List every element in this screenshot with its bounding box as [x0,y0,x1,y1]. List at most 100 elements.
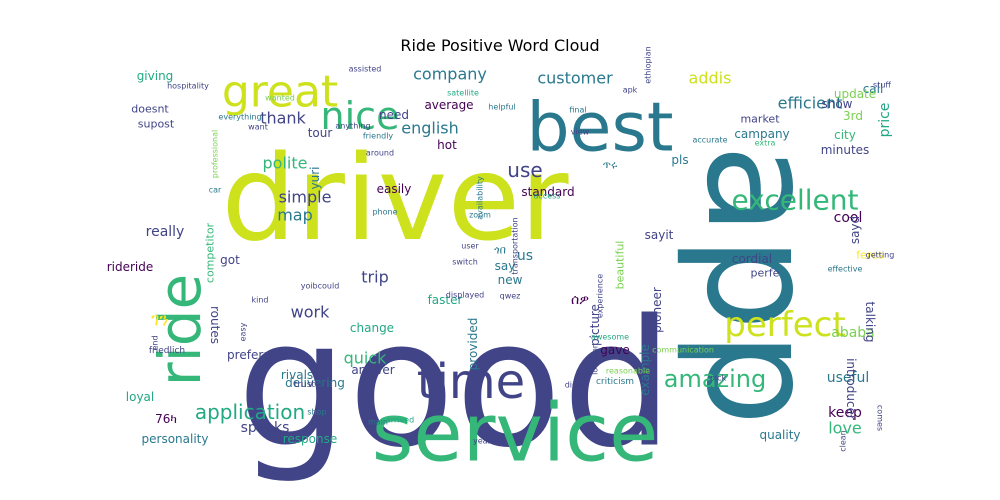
cloud-word: access [534,192,561,201]
cloud-word: assisted [349,65,382,74]
cloud-word: user [461,242,479,251]
cloud-word: didnt [565,381,586,390]
cloud-word: hospitality [167,82,209,91]
cloud-word: perfect [724,305,845,345]
cloud-word: speaks [241,420,290,436]
cloud-word: market [740,113,780,126]
cloud-word: easy [239,322,248,341]
cloud-word: time [417,354,525,410]
cloud-word: preferable [227,348,289,362]
cloud-word: around [366,149,394,158]
cloud-word: app [673,144,847,426]
cloud-word: communication [652,346,714,355]
cloud-word: kind [251,296,268,305]
cloud-word: cool [834,210,863,226]
cloud-word: zoom [469,211,491,220]
cloud-word: gave [600,343,629,357]
cloud-word: arrived [386,416,414,425]
cloud-word: main [368,418,388,427]
cloud-word: car [209,186,222,195]
cloud-word: talking [863,302,877,343]
cloud-word: anything [335,122,370,131]
cloud-word: shop [307,408,326,417]
cloud-word: clean [839,430,848,452]
cloud-word: excellent [732,184,859,217]
cloud-word: provided [466,318,480,371]
cloud-word: awesome [591,333,629,342]
cloud-word: giving [137,69,174,83]
cloud-word: keep [828,405,862,421]
cloud-word: good [237,284,673,487]
cloud-word: reasonable [606,367,650,376]
cloud-word: ጥሩ [603,159,618,172]
cloud-word: faster [428,293,463,307]
cloud-word: want [248,123,268,132]
cloud-word: average [424,98,473,112]
cloud-word: accurate [692,136,727,145]
cloud-word: ride [146,274,214,386]
cloud-word: qwez [500,292,521,301]
cloud-word: quality [759,428,800,442]
cloud-word: experience [596,274,605,318]
cloud-word: customer [537,69,613,88]
cloud-word: pls [671,153,688,167]
cloud-word: friedlich [149,346,185,356]
chart-title: Ride Positive Word Cloud [400,36,600,55]
cloud-word: cordial [732,252,772,266]
cloud-word: transportation [511,217,520,274]
cloud-word: sayit [645,228,674,242]
cloud-word: change [350,321,394,335]
cloud-word: doesnt [131,103,169,116]
cloud-word: simple [279,188,332,207]
cloud-word: satellite [447,89,479,98]
cloud-word: response [283,432,338,446]
cloud-word: stuff [873,81,891,90]
cloud-word: company [413,65,487,84]
cloud-word: picture [588,304,602,346]
cloud-word: amazing [664,365,767,393]
cloud-word: easily [377,182,412,196]
cloud-word: city [834,128,856,142]
cloud-word: introducer [844,358,858,420]
cloud-word: trusted [294,380,326,390]
cloud-word: professional [211,130,220,178]
cloud-word: friendly [363,132,394,141]
cloud-word: final [569,106,586,115]
cloud-word: delivering [285,376,345,390]
cloud-word: really [146,224,185,240]
cloud-word: call [863,82,884,96]
cloud-word: answer [351,363,394,377]
cloud-word: polite [263,154,308,173]
cloud-word: ababa [831,325,875,341]
cloud-word: price [877,103,893,138]
cloud-word: years [473,437,495,446]
cloud-word: quick [344,349,388,368]
cloud-word: pick [710,374,727,383]
cloud-word: getting [866,251,895,260]
cloud-word: best [526,89,673,168]
cloud-word: supost [138,118,175,131]
cloud-word: english [401,119,459,138]
cloud-word: say [495,259,516,273]
cloud-word: perfe [751,267,780,280]
cloud-word: routes [208,306,222,344]
cloud-word: useful [827,370,869,386]
cloud-word: yuri [308,167,322,190]
cloud-word: loyal [126,390,154,404]
cloud-word: beautiful [614,241,627,290]
cloud-word: displayed [446,291,484,300]
cloud-word: end [151,335,160,350]
cloud-word: 76ካ [155,412,177,426]
cloud-word: availability [476,176,485,220]
cloud-word: sayd [848,216,862,244]
cloud-word: pioneer [650,287,664,333]
cloud-word: update [834,87,876,101]
cloud-word: love [828,419,862,438]
cloud-word: comes [876,405,885,431]
cloud-word: standard [521,185,574,199]
cloud-word: switch [452,258,478,267]
cloud-word: view [571,128,590,137]
cloud-word: ገን [151,310,169,331]
cloud-word: criticism [596,377,634,387]
cloud-word: work [291,303,330,322]
